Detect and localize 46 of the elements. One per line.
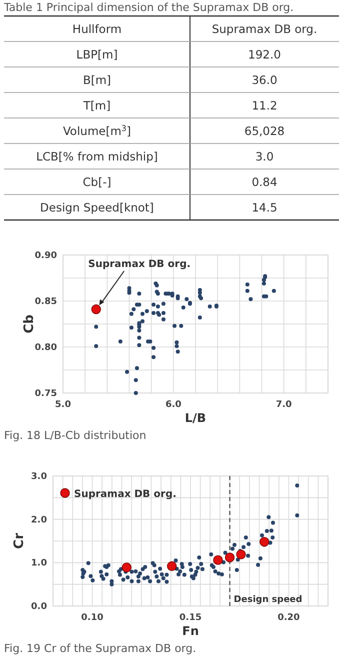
text: 192.0	[248, 47, 281, 62]
annotation: Supramax DB org.	[88, 259, 191, 270]
y-tick-label: 0.90	[34, 251, 57, 261]
x-tick-label: 5.0	[55, 400, 71, 410]
text: T[m]	[82, 98, 111, 112]
y-tick-label: 0.0	[31, 602, 47, 612]
x-tick-label: 0.20	[278, 613, 300, 623]
y-tick-label: 0.85	[34, 297, 57, 307]
point	[213, 555, 223, 565]
y-tick-label: 0.75	[34, 389, 57, 399]
caption: Fig. 18 L/B-Cb distribution	[4, 429, 146, 442]
text: 65,028	[244, 124, 285, 138]
point	[236, 550, 246, 560]
y-tick-label: 3.0	[31, 472, 47, 482]
text: Supramax DB org.	[212, 22, 318, 36]
text: 11.2	[252, 98, 278, 112]
text: Design Speed[knot]	[40, 200, 154, 214]
text: 36.0	[252, 72, 278, 87]
text: Cb[-]	[82, 174, 112, 189]
x-axis-title: Fn	[182, 624, 199, 638]
point	[224, 552, 235, 562]
x-tick-label: 0.15	[179, 613, 202, 623]
y-tick-label: 0.80	[34, 343, 57, 353]
text: Hullform	[72, 22, 122, 36]
text: 14.5	[252, 200, 278, 214]
y-axis-title: Cr	[12, 532, 27, 549]
point	[260, 537, 270, 547]
y-tick-label: 2.0	[31, 515, 47, 526]
x-tick-label: 6.0	[165, 400, 182, 410]
text: Volume[m$^{3}$]	[62, 123, 132, 138]
point	[122, 562, 132, 572]
text: 0.84	[252, 174, 278, 189]
text: LCB[% from midship]	[36, 149, 158, 164]
x-axis-title: L/B	[184, 411, 206, 425]
x-tick-label: 7.0	[276, 400, 292, 410]
ref-line-label: Design speed	[234, 595, 302, 605]
text: 3.0	[255, 149, 274, 164]
y-axis-title: Cb	[22, 314, 37, 334]
x-tick-label: 0.10	[81, 613, 104, 623]
point	[166, 561, 177, 571]
caption: Fig. 19 Cr of the Supramax DB org.	[4, 642, 196, 655]
text: B[m]	[82, 72, 112, 87]
y-tick-label: 1.0	[31, 558, 47, 569]
legend-label: Supramax DB org.	[74, 489, 176, 500]
text: Table 1 Principal dimension of the Supramax DB org.	[3, 1, 294, 14]
text: LBP[m]	[76, 47, 118, 62]
